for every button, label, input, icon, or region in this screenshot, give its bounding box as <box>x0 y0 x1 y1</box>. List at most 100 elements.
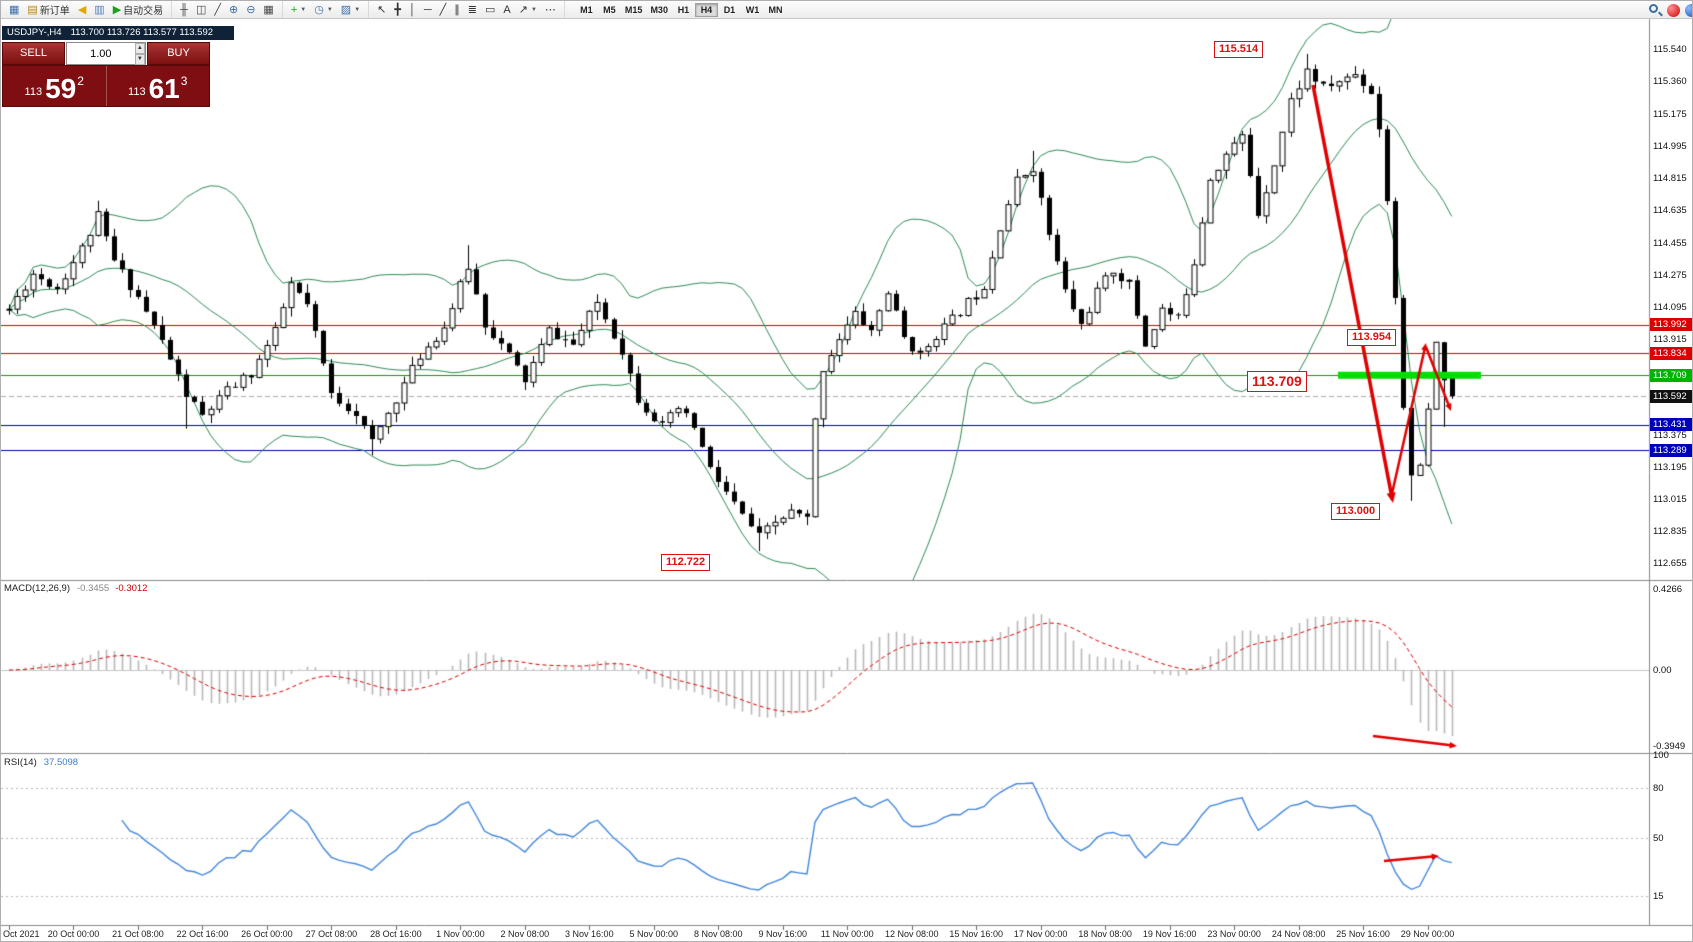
price-axis-label: 115.175 <box>1653 109 1687 121</box>
one-click-trading-panel: SELL ▲ ▼ BUY 113 59 2 113 61 3 <box>2 42 210 107</box>
rsi-axis-label: 50 <box>1653 833 1664 844</box>
zoom-in-icon-glyph: ⊕ <box>228 3 239 16</box>
horizontal-line-icon-glyph: ─ <box>423 3 432 16</box>
alerts-horn-icon[interactable]: ◀ <box>74 2 90 18</box>
alerts-horn-icon-glyph: ◀ <box>77 3 87 16</box>
toolbar-group-trade: ▦ ▤ 新订单 ◀ ▥ ▶ 自动交易 <box>1 1 173 18</box>
indicators-icon[interactable]: + ▼ <box>287 2 310 18</box>
timeframe-button-m30[interactable]: M30 <box>650 4 668 15</box>
help-icon[interactable] <box>1685 3 1692 17</box>
arrows-icon[interactable]: ↗ ▼ <box>515 2 541 18</box>
community-notification-icon[interactable] <box>1667 3 1680 17</box>
zoom-out-icon[interactable]: ⊖ <box>242 2 259 18</box>
timeframe-button-m5[interactable]: M5 <box>603 4 616 15</box>
price-axis-label: 115.540 <box>1653 44 1687 56</box>
line-chart-icon[interactable]: ╱ <box>210 2 225 18</box>
market-watch-icon[interactable]: ▥ <box>90 2 108 18</box>
channel-icon[interactable]: ∥ <box>450 2 464 18</box>
new-order-button[interactable]: ▤ 新订单 <box>23 2 73 18</box>
price-axis-label: 114.815 <box>1653 173 1687 185</box>
templates-icon-dropdown-icon[interactable]: ▼ <box>354 6 361 13</box>
more-tools-icon[interactable]: ⋯ <box>541 2 560 18</box>
channel-icon-glyph: ∥ <box>454 3 460 16</box>
volume-input[interactable] <box>67 43 135 64</box>
trade-buttons-row: SELL ▲ ▼ BUY <box>2 42 210 65</box>
timeframe-button-m1[interactable]: M1 <box>580 4 593 15</box>
new-order-button-label: 新订单 <box>39 6 70 17</box>
auto-trading-button-glyph: ▶ <box>112 3 122 16</box>
ohlc-bars-icon[interactable]: ╫ <box>176 2 192 18</box>
buy-button[interactable]: BUY <box>147 42 210 65</box>
price-axis-label: 114.275 <box>1653 269 1687 281</box>
toolbar-group-objects: ↖ ╋ │ ─ ╱ ∥ ≣ ▭ A ↗ ▼ ⋯ <box>369 1 565 18</box>
timeframe-button-mn[interactable]: MN <box>768 4 783 15</box>
fibonacci-icon[interactable]: ≣ <box>464 2 481 18</box>
zoom-out-icon-glyph: ⊖ <box>246 3 256 16</box>
peak-price-label[interactable]: 115.514 <box>1214 41 1264 58</box>
zoom-in-icon[interactable]: ⊕ <box>225 2 242 18</box>
sell-quote[interactable]: 113 59 2 <box>3 66 107 106</box>
toolbar-right <box>1648 3 1692 17</box>
candlestick-mode-icon-glyph: ◫ <box>195 3 207 16</box>
toolbar-groups: ▦ ▤ 新订单 ◀ ▥ ▶ 自动交易 ╫ ◫ ╱ ⊕ ⊖ ▦ + ▼ ◷ ▼ ▨ ▼ ↖ ╋ │ ─ ╱ ∥ ≣ ▭ A ↗ ▼ ⋯ <box>1 1 565 18</box>
swing-low-label[interactable]: 112.722 <box>661 554 711 571</box>
bounce-high-label[interactable]: 113.954 <box>1347 329 1397 346</box>
candlestick-mode-icon[interactable]: ◫ <box>192 2 210 18</box>
time-axis-label: 20 Oct 00:00 <box>47 929 100 939</box>
main-toolbar: ▦ ▤ 新订单 ◀ ▥ ▶ 自动交易 ╫ ◫ ╱ ⊕ ⊖ ▦ + ▼ ◷ ▼ ▨ ▼ ↖ ╋ │ ─ ╱ ∥ ≣ ▭ A ↗ ▼ ⋯ M1 M… <box>1 1 1692 19</box>
volume-up-button[interactable]: ▲ <box>134 43 145 54</box>
macd-signal-value: -0.3012 <box>115 583 148 594</box>
indicators-icon-glyph: + <box>290 3 298 16</box>
volume-down-button[interactable]: ▼ <box>134 54 145 65</box>
periods-icon-dropdown-icon[interactable]: ▼ <box>326 6 333 13</box>
buy-price-pip: 3 <box>180 74 188 88</box>
new-order-button-glyph: ▤ <box>27 3 38 16</box>
templates-icon[interactable]: ▨ ▼ <box>337 2 364 18</box>
price-axis-label: 113.015 <box>1653 493 1687 505</box>
key-level-label[interactable]: 113.709 <box>1247 371 1307 392</box>
search-icon[interactable] <box>1648 3 1662 17</box>
shapes-icon[interactable]: ▭ <box>481 2 499 18</box>
indicators-icon-dropdown-icon[interactable]: ▼ <box>300 6 307 13</box>
cursor-icon[interactable]: ↖ <box>373 2 390 18</box>
panel-separator-axis[interactable] <box>1 923 1692 928</box>
arrows-icon-dropdown-icon[interactable]: ▼ <box>530 6 537 13</box>
periods-icon[interactable]: ◷ ▼ <box>310 2 337 18</box>
timeframe-button-m15[interactable]: M15 <box>624 4 643 15</box>
buy-price-big: 61 <box>148 73 180 104</box>
timeframe-button-h4[interactable]: H4 <box>694 2 718 17</box>
volume-box: ▲ ▼ <box>66 42 146 65</box>
time-axis-label: 18 Nov 08:00 <box>1078 929 1132 939</box>
templates-icon-glyph: ▨ <box>340 3 352 16</box>
sell-button[interactable]: SELL <box>2 42 65 65</box>
buy-quote[interactable]: 113 61 3 <box>107 66 210 106</box>
trendline-icon-glyph: ╱ <box>439 3 447 16</box>
price-axis-label: 114.455 <box>1653 237 1687 249</box>
time-axis-label: 15 Nov 16:00 <box>949 929 1003 939</box>
time-axis-label: 26 Oct 00:00 <box>241 929 293 939</box>
macd-axis-label: 0.00 <box>1653 665 1672 677</box>
panel-separator-macd[interactable] <box>1 578 1692 583</box>
trendline-icon[interactable]: ╱ <box>436 2 451 18</box>
sell-price-pip: 2 <box>77 74 84 88</box>
chart-title-bar[interactable]: USDJPY-,H4 113.700 113.726 113.577 113.5… <box>2 26 234 40</box>
horizontal-line-icon[interactable]: ─ <box>420 2 436 18</box>
rsi-value: 37.5098 <box>43 757 79 768</box>
panel-separator-rsi[interactable] <box>1 751 1692 756</box>
price-axis-label: 114.095 <box>1653 301 1687 313</box>
timeframe-toolbar: M1 M5 M15 M30 H1 H4 D1 W1 MN <box>575 2 787 17</box>
auto-trading-button[interactable]: ▶ 自动交易 <box>109 2 167 18</box>
timeframe-button-d1[interactable]: D1 <box>723 4 736 15</box>
timeframe-button-w1[interactable]: W1 <box>745 4 760 15</box>
price-axis-label: 113.915 <box>1653 333 1687 345</box>
text-icon[interactable]: A <box>499 2 514 18</box>
vertical-line-icon[interactable]: │ <box>405 2 420 18</box>
crash-low-label[interactable]: 113.000 <box>1331 503 1381 520</box>
tile-windows-icon[interactable]: ▦ <box>259 2 277 18</box>
time-axis-label: 24 Nov 08:00 <box>1271 929 1326 939</box>
terminal-icon[interactable]: ▦ <box>5 2 23 18</box>
timeframe-button-h1[interactable]: H1 <box>677 4 690 15</box>
crosshair-icon[interactable]: ╋ <box>390 2 405 18</box>
rsi-axis-label: 100 <box>1653 749 1669 761</box>
